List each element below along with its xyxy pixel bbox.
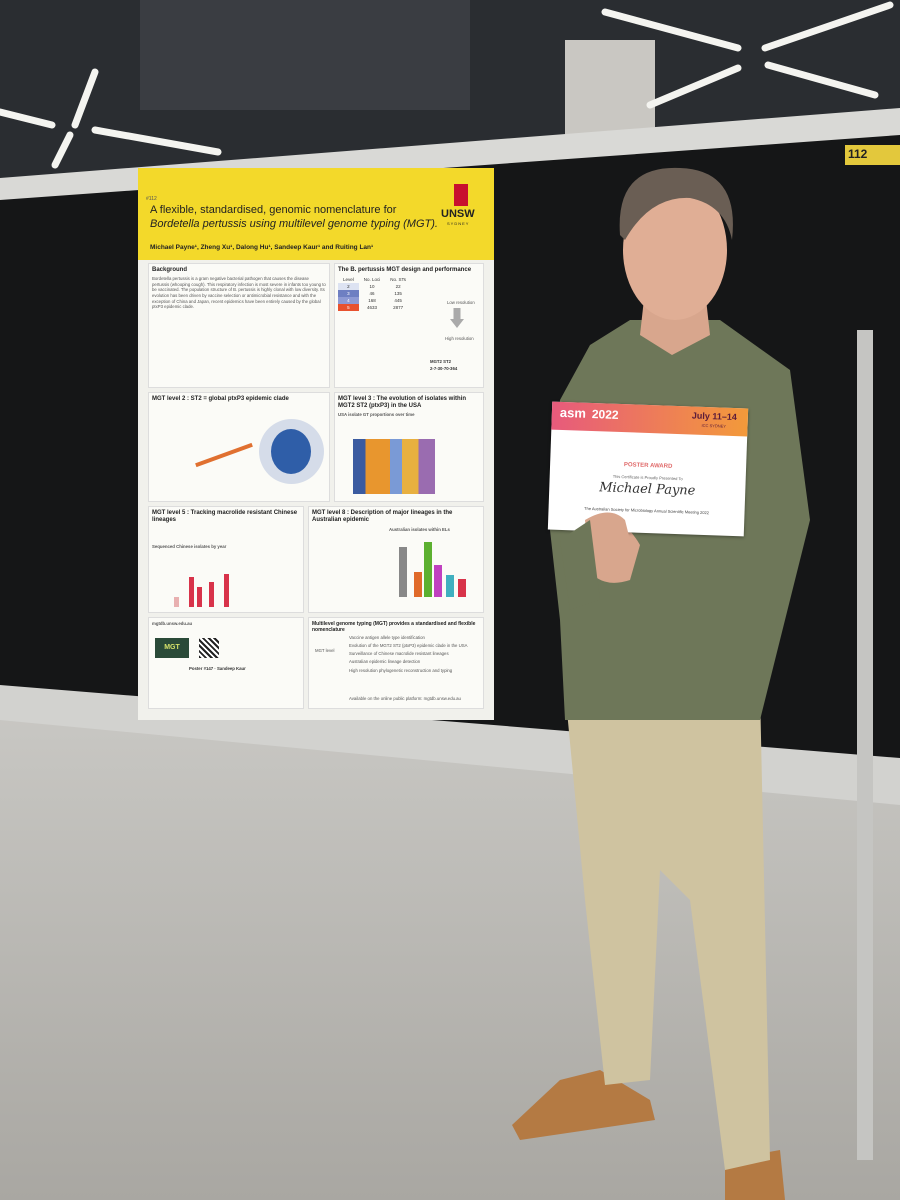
cell: 445 [394,298,402,304]
summary-item: Evolution of the MGT2 ST2 (ptxP3) epidem… [349,643,468,649]
mgt2-panel: MGT level 2 : ST2 = global ptxP3 epidemi… [148,392,330,502]
stacked-figure [353,439,435,494]
logo-sub: SYDNEY [447,221,470,226]
cell: 10 [369,284,375,290]
cell: 4 [338,297,359,305]
frame-post [857,330,873,1160]
shoe [512,1070,655,1140]
low-label: Low resolution [447,300,475,305]
summary-item: High resolution phylogenetic reconstruct… [349,667,453,673]
heading: Multilevel genome typing (MGT) provides … [312,621,476,633]
online-note: Available on the online public platform:… [349,696,461,701]
arrow [450,308,464,328]
ceiling-panel [140,0,470,110]
background-panel: Background Bordetella pertussis is a gra… [148,263,330,388]
face [623,180,727,320]
cell: 168 [368,298,376,304]
trousers [565,690,770,1170]
high-label: High resolution [445,336,474,341]
qr-code [199,638,219,658]
example-label: MGT2 ST2 [430,359,452,364]
chart-title: Sequenced Chinese isolates by year [152,544,227,550]
summary-item: Australian epidemic lineage detection [349,659,421,665]
sign-number: 112 [848,147,868,161]
heading: MGT level 3 : The evolution of isolates … [338,396,467,410]
summary-list: Vaccine antigen allele type identificati… [349,634,467,675]
logo: UNSW [441,208,475,220]
cell: 2877 [393,305,404,311]
chart-title: Australian isolates within ELs [389,527,450,532]
mgt-logo: MGT [155,638,189,658]
summary-item: Surveillance of Chinese macrolide resist… [349,651,449,657]
chart-title: USA isolate GT proportions over time [338,412,415,418]
heading: MGT level 5 : Tracking macrolide resista… [152,510,298,524]
sign-plate [845,145,900,165]
summary-item: Vaccine antigen allele type identificati… [349,635,425,640]
poster: #112 A flexible, standardised, genomic n… [138,168,494,720]
sleeve [560,520,600,610]
hair [619,167,733,240]
poster-title: A flexible, standardised, genomic nomenc… [150,204,440,232]
heading: The B. pertussis MGT design and performa… [338,267,472,273]
heading: MGT level 8 : Description of major linea… [312,510,453,524]
hand [585,512,635,578]
bar-figure [174,574,229,607]
th: No. STs [390,277,407,283]
heading: MGT level 2 : ST2 = global ptxP3 epidemi… [152,396,289,402]
cell: 2 [338,283,359,291]
example-code: 2-7-30-70-364 [430,366,458,371]
cell: 4633 [367,305,378,311]
mgt8-panel: MGT level 8 : Description of major linea… [308,506,484,613]
title-line: A flexible, standardised, genomic nomenc… [150,204,397,216]
tree-clade [271,429,311,474]
design-panel: The B. pertussis MGT design and performa… [334,263,484,388]
cell: 3 [338,290,359,298]
cell: 135 [394,291,402,297]
website: mgtdb.unsw.edu.au [152,621,193,626]
bar-figure [399,542,466,597]
authors: Michael Payne¹, Zheng Xu¹, Dalong Hu¹, S… [150,244,374,251]
mgt5-panel: MGT level 5 : Tracking macrolide resista… [148,506,304,613]
crest [454,184,468,206]
cell: 5 [338,304,359,312]
mgt3-panel: MGT level 3 : The evolution of isolates … [334,392,484,502]
cell: 46 [369,291,375,297]
paragraph: Bordetella pertussis is a gram negative … [152,276,326,310]
poster-id: #112 [146,196,157,202]
mgt-table: Level No. Loci No. STs 2 10 22 3 46 135 4 168 44… [338,276,411,312]
footer-panel: mgtdb.unsw.edu.au MGT Poster #147 · Sand… [148,617,304,709]
summary-panel: Multilevel genome typing (MGT) provides … [308,617,484,709]
heading: Background [152,267,188,273]
th: No. Loci [363,277,381,283]
ceiling-lights [0,1,894,169]
poster-number: Poster #147 · Sandeep Kaur [189,666,246,671]
column [565,40,655,140]
th: Level [343,277,354,283]
summary-label: MGT level [315,648,335,653]
poster-header: #112 A flexible, standardised, genomic n… [138,168,494,260]
cell: 22 [395,284,401,290]
title-line: Bordetella pertussis using multilevel ge… [150,217,438,230]
